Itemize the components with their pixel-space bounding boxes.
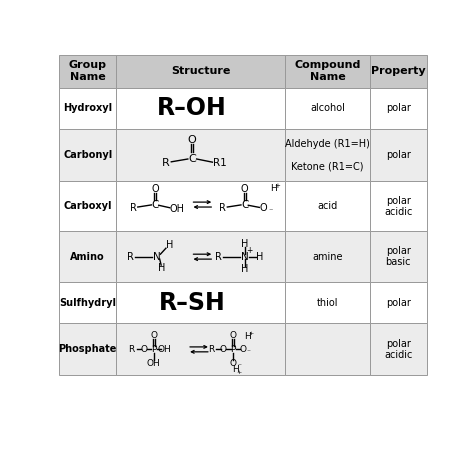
Bar bbox=[285, 88, 370, 129]
Bar bbox=[370, 232, 427, 282]
Text: Phosphate: Phosphate bbox=[58, 345, 117, 354]
Text: ⁻: ⁻ bbox=[268, 207, 273, 215]
Text: P: P bbox=[230, 345, 236, 354]
Bar bbox=[59, 324, 116, 375]
Text: Compound
Name: Compound Name bbox=[294, 60, 361, 82]
Text: Carboxyl: Carboxyl bbox=[64, 202, 112, 211]
Text: acid: acid bbox=[317, 202, 337, 211]
Text: P: P bbox=[151, 345, 156, 354]
Text: Carbonyl: Carbonyl bbox=[63, 150, 112, 160]
Text: O: O bbox=[230, 331, 237, 340]
Text: OH: OH bbox=[157, 345, 171, 354]
Text: thiol: thiol bbox=[317, 298, 338, 308]
Text: polar: polar bbox=[386, 298, 410, 308]
Text: polar: polar bbox=[386, 103, 410, 113]
Text: O: O bbox=[151, 184, 159, 194]
Bar bbox=[370, 129, 427, 181]
Bar bbox=[370, 282, 427, 324]
Text: O: O bbox=[239, 345, 246, 354]
Text: polar: polar bbox=[386, 150, 410, 160]
Bar bbox=[116, 282, 285, 324]
Text: H: H bbox=[270, 184, 277, 192]
Bar bbox=[370, 88, 427, 129]
Text: H: H bbox=[241, 264, 248, 274]
Text: Aldehyde (R1=H)

Ketone (R1=C): Aldehyde (R1=H) Ketone (R1=C) bbox=[285, 138, 370, 172]
Text: H: H bbox=[158, 263, 165, 273]
Bar bbox=[59, 232, 116, 282]
Text: amine: amine bbox=[312, 252, 343, 262]
Text: Property: Property bbox=[371, 66, 426, 76]
Text: O: O bbox=[230, 359, 237, 368]
Bar bbox=[370, 55, 427, 88]
Text: Group
Name: Group Name bbox=[69, 60, 107, 82]
Text: +: + bbox=[237, 370, 242, 375]
Text: polar
acidic: polar acidic bbox=[384, 196, 412, 217]
Bar bbox=[285, 282, 370, 324]
Text: H: H bbox=[244, 331, 251, 340]
Bar bbox=[59, 129, 116, 181]
Text: O: O bbox=[220, 345, 227, 354]
Text: +: + bbox=[248, 331, 254, 336]
Text: R: R bbox=[129, 203, 137, 213]
Bar bbox=[285, 324, 370, 375]
Bar bbox=[59, 55, 116, 88]
Text: Structure: Structure bbox=[171, 66, 230, 76]
Text: OH: OH bbox=[147, 359, 161, 368]
Bar bbox=[285, 181, 370, 232]
Text: R: R bbox=[162, 158, 170, 168]
Bar bbox=[116, 55, 285, 88]
Text: N: N bbox=[153, 252, 161, 262]
Text: +: + bbox=[275, 182, 281, 189]
Bar bbox=[285, 232, 370, 282]
Bar bbox=[285, 129, 370, 181]
Text: R–OH: R–OH bbox=[157, 96, 227, 120]
Text: R: R bbox=[127, 252, 134, 262]
Text: O: O bbox=[241, 184, 248, 194]
Text: O: O bbox=[150, 331, 157, 340]
Bar bbox=[59, 282, 116, 324]
Text: H: H bbox=[241, 239, 248, 249]
Bar bbox=[116, 181, 285, 232]
Text: R–SH: R–SH bbox=[159, 291, 226, 314]
Text: Sulfhydryl: Sulfhydryl bbox=[59, 298, 116, 308]
Text: O: O bbox=[260, 203, 267, 213]
Text: H: H bbox=[166, 240, 173, 250]
Bar bbox=[59, 181, 116, 232]
Text: Amino: Amino bbox=[71, 252, 105, 262]
Bar bbox=[116, 232, 285, 282]
Text: polar
acidic: polar acidic bbox=[384, 339, 412, 360]
Text: N: N bbox=[241, 252, 248, 262]
Text: R: R bbox=[208, 345, 214, 354]
Bar bbox=[116, 324, 285, 375]
Text: O: O bbox=[140, 345, 147, 354]
Text: C: C bbox=[188, 154, 196, 164]
Text: +: + bbox=[246, 246, 253, 255]
Text: polar
basic: polar basic bbox=[385, 246, 411, 267]
Bar bbox=[116, 88, 285, 129]
Bar bbox=[285, 55, 370, 88]
Bar bbox=[116, 129, 285, 181]
Text: OH: OH bbox=[170, 204, 184, 214]
Text: ⁻: ⁻ bbox=[246, 347, 250, 356]
Bar bbox=[59, 88, 116, 129]
Text: R1: R1 bbox=[213, 158, 227, 168]
Bar bbox=[370, 181, 427, 232]
Text: R: R bbox=[219, 203, 226, 213]
Text: C: C bbox=[241, 200, 248, 210]
Text: H: H bbox=[232, 365, 239, 374]
Text: H: H bbox=[256, 252, 264, 262]
Text: Hydroxyl: Hydroxyl bbox=[63, 103, 112, 113]
Text: ⁻: ⁻ bbox=[237, 361, 242, 371]
Text: C: C bbox=[151, 200, 159, 210]
Text: O: O bbox=[188, 135, 197, 145]
Bar bbox=[370, 324, 427, 375]
Text: alcohol: alcohol bbox=[310, 103, 345, 113]
Text: R: R bbox=[215, 252, 222, 262]
Text: R: R bbox=[128, 345, 135, 354]
